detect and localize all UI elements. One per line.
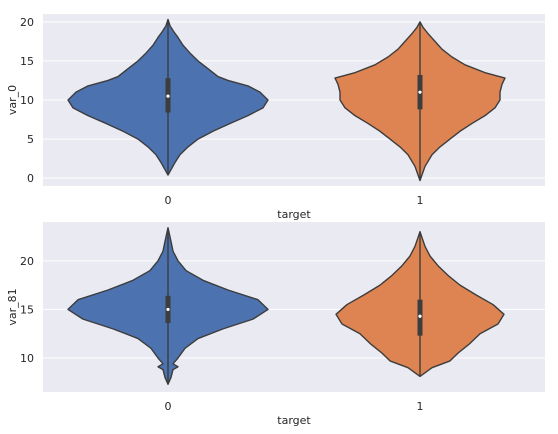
x-tick-label: 1 [417, 194, 424, 207]
x-axis-label: target [277, 414, 311, 427]
violin-median-1 [418, 314, 422, 318]
violin-median-1 [418, 90, 422, 94]
x-tick-label: 0 [165, 400, 172, 413]
x-axis-label: target [277, 208, 311, 221]
y-tick-label: 15 [20, 303, 34, 316]
y-tick-label: 10 [20, 352, 34, 365]
y-tick-label: 15 [20, 55, 34, 68]
var0-violin-panel: 0 5 10 15 20 0 1 target var_0 [6, 14, 545, 221]
violin-median-0 [166, 94, 170, 98]
y-axis-label: var_0 [6, 85, 19, 115]
x-tick-label: 0 [165, 194, 172, 207]
var81-violin-panel: 10 15 20 0 1 target var_81 [6, 222, 545, 427]
y-tick-label: 10 [20, 94, 34, 107]
x-tick-label: 1 [417, 400, 424, 413]
violin-median-0 [166, 307, 170, 312]
y-tick-label: 20 [20, 255, 34, 268]
y-tick-label: 0 [27, 172, 34, 185]
y-axis-label: var_81 [6, 288, 19, 325]
y-tick-label: 20 [20, 16, 34, 29]
y-tick-label: 5 [27, 133, 34, 146]
